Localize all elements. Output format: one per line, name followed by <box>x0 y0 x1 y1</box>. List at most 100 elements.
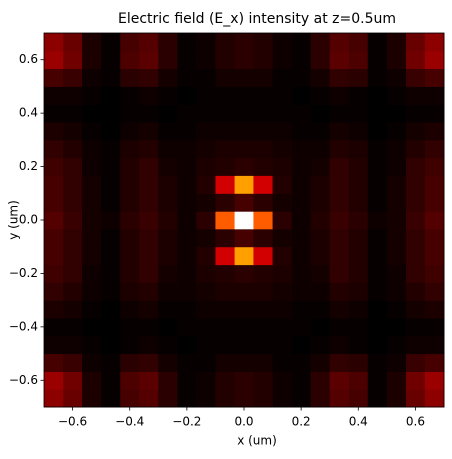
heatmap-cell <box>101 371 121 390</box>
heatmap-cell <box>63 139 83 159</box>
heatmap-cell <box>101 300 121 319</box>
heatmap-cell <box>367 68 388 87</box>
heatmap-cell <box>177 389 197 408</box>
heatmap-cell <box>424 389 445 408</box>
heatmap-cell <box>44 211 64 230</box>
heatmap-cell <box>44 371 64 390</box>
heatmap-cell <box>158 335 178 355</box>
heatmap-cell <box>406 264 426 283</box>
heatmap-cell <box>386 104 407 123</box>
heatmap-cell <box>310 139 331 159</box>
heatmap-cell <box>329 335 350 355</box>
heatmap-cell <box>101 335 121 355</box>
heatmap-cell <box>139 157 159 176</box>
heatmap-cell <box>367 353 388 372</box>
heatmap-cell <box>215 211 236 230</box>
heatmap-cell <box>101 68 121 87</box>
heatmap-cell <box>272 33 293 52</box>
heatmap-cell <box>215 246 236 266</box>
heatmap-cell <box>139 50 159 70</box>
heatmap-cell <box>215 50 236 70</box>
heatmap-cell <box>101 139 121 159</box>
heatmap-cell <box>63 193 83 212</box>
heatmap-cell <box>310 318 331 337</box>
heatmap-cell <box>291 282 312 301</box>
heatmap-cell <box>406 33 426 52</box>
heatmap-cell <box>329 104 350 123</box>
x-tick-label: −0.4 <box>115 415 144 429</box>
heatmap-cell <box>101 50 121 70</box>
heatmap-cell <box>348 139 369 159</box>
heatmap-cell <box>158 318 178 337</box>
heatmap-cell <box>234 353 254 372</box>
heatmap-cell <box>120 371 140 390</box>
heatmap-cell <box>177 86 197 105</box>
heatmap-cell <box>386 33 407 52</box>
heatmap-cell <box>253 86 274 105</box>
heatmap-cell <box>272 389 293 408</box>
heatmap-cell <box>367 300 388 319</box>
heatmap-cell <box>272 335 293 355</box>
y-tick-label: −0.4 <box>9 319 38 333</box>
heatmap-cell <box>424 86 445 105</box>
heatmap-cell <box>406 157 426 176</box>
heatmap-cell <box>120 282 140 301</box>
heatmap-cell <box>291 157 312 176</box>
heatmap-cell <box>215 157 236 176</box>
heatmap-cell <box>215 353 236 372</box>
heatmap-cell <box>139 33 159 52</box>
heatmap-cell <box>348 335 369 355</box>
heatmap-cell <box>120 121 140 141</box>
heatmap-cell <box>329 139 350 159</box>
heatmap-cell <box>329 282 350 301</box>
heatmap-cell <box>196 33 216 52</box>
heatmap-cell <box>272 282 293 301</box>
x-tick-label: 0.4 <box>349 415 368 429</box>
heatmap-cell <box>406 246 426 266</box>
heatmap-cell <box>272 264 293 283</box>
heatmap-cell <box>139 121 159 141</box>
heatmap-cell <box>329 300 350 319</box>
heatmap-cell <box>158 211 178 230</box>
heatmap-cell <box>310 86 331 105</box>
heatmap-cell <box>367 282 388 301</box>
heatmap-cell <box>139 282 159 301</box>
heatmap-cell <box>139 104 159 123</box>
heatmap-cell <box>367 50 388 70</box>
heatmap-cell <box>253 157 274 176</box>
heatmap-cell <box>196 246 216 266</box>
heatmap-cell <box>44 175 64 194</box>
heatmap-cell <box>177 33 197 52</box>
heatmap-cell <box>310 68 331 87</box>
heatmap-cell <box>44 68 64 87</box>
heatmap-cell <box>215 175 236 194</box>
heatmap-cell <box>44 139 64 159</box>
heatmap-cell <box>253 33 274 52</box>
heatmap-cell <box>329 353 350 372</box>
heatmap-cell <box>253 68 274 87</box>
heatmap-cell <box>291 33 312 52</box>
heatmap-cell <box>424 175 445 194</box>
heatmap-cell <box>177 371 197 390</box>
heatmap-cell <box>348 300 369 319</box>
heatmap-cell <box>348 211 369 230</box>
heatmap-cell <box>329 33 350 52</box>
heatmap-cell <box>177 50 197 70</box>
heatmap-cell <box>177 193 197 212</box>
heatmap-cell <box>348 104 369 123</box>
heatmap-cell <box>386 246 407 266</box>
heatmap-cell <box>367 139 388 159</box>
heatmap-cell <box>63 228 83 248</box>
heatmap-cell <box>406 104 426 123</box>
heatmap-cell <box>329 121 350 141</box>
heatmap-cell <box>120 193 140 212</box>
heatmap-cell <box>367 175 388 194</box>
heatmap-cell <box>291 228 312 248</box>
heatmap-cell <box>348 175 369 194</box>
heatmap-cell <box>158 175 178 194</box>
heatmap-cell <box>272 193 293 212</box>
heatmap-cell <box>177 300 197 319</box>
heatmap-cell <box>158 389 178 408</box>
heatmap-cell <box>424 193 445 212</box>
heatmap-cell <box>424 139 445 159</box>
